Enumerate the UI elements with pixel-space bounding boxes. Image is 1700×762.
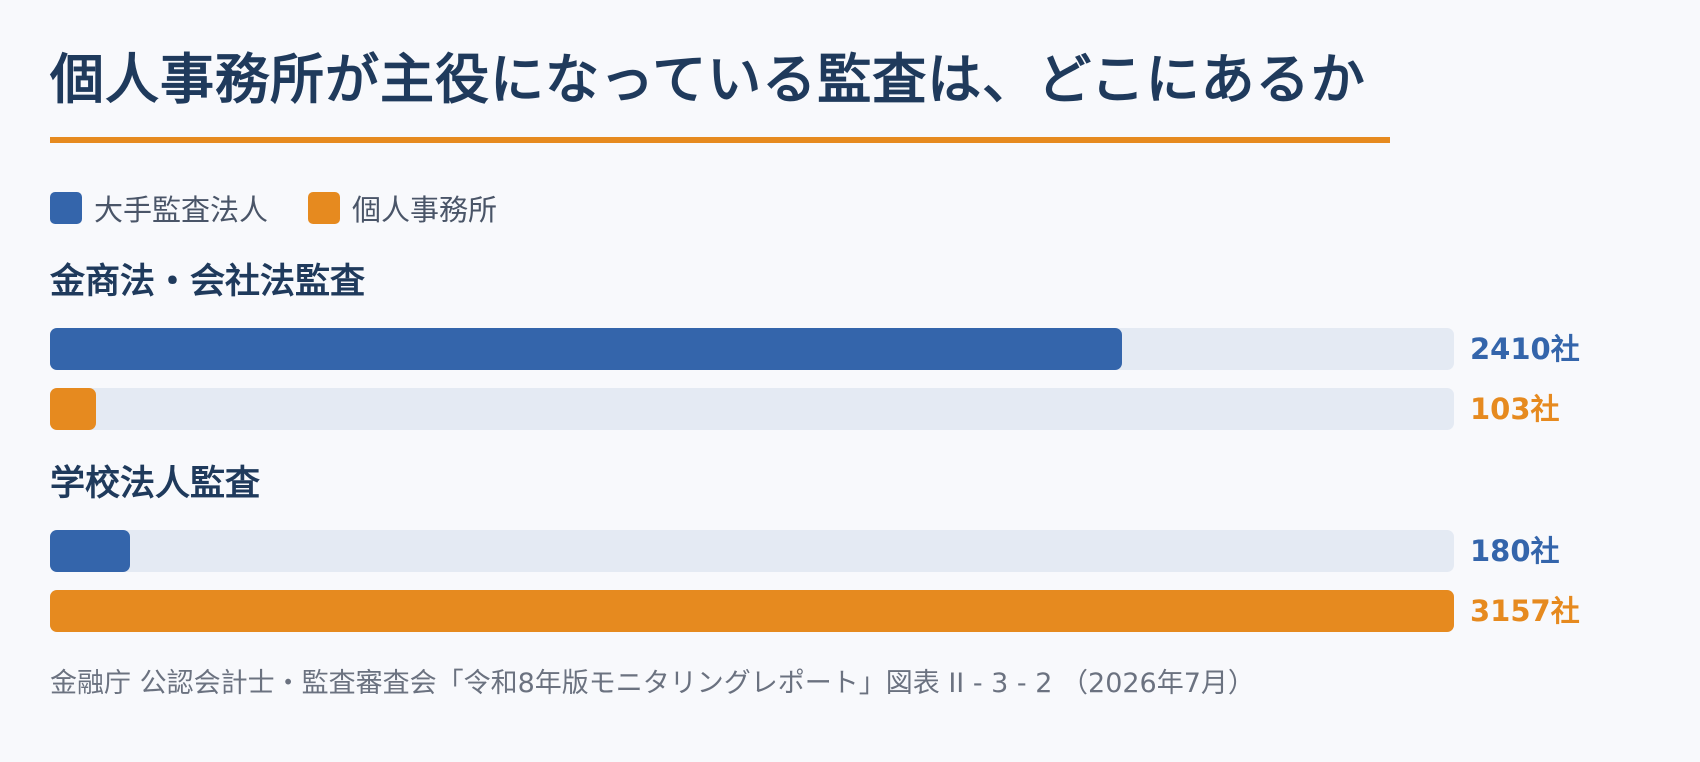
legend-label-individual-office: 個人事務所 bbox=[352, 193, 498, 227]
bar-track-kinsho-kaisha-large-firm bbox=[50, 328, 1454, 370]
value-label-kinsho-kaisha-large-firm: 2410社 bbox=[1470, 332, 1580, 366]
bar-gakko-hojin-individual-office bbox=[50, 590, 1454, 632]
chart-container: 個人事務所が主役になっている監査は、どこにあるか 大手監査法人 個人事務所 金商… bbox=[50, 0, 1670, 762]
legend-item-large-firm: 大手監査法人 bbox=[50, 187, 268, 229]
bar-track-kinsho-kaisha-individual-office bbox=[50, 388, 1454, 430]
value-label-kinsho-kaisha-individual-office: 103社 bbox=[1470, 392, 1560, 426]
bar-gakko-hojin-large-firm bbox=[50, 530, 130, 572]
page-title: 個人事務所が主役になっている監査は、どこにあるか bbox=[50, 48, 1366, 111]
bar-track-gakko-hojin-large-firm bbox=[50, 530, 1454, 572]
group-label-gakko-hojin: 学校法人監査 bbox=[50, 464, 261, 504]
legend-swatch-individual-office bbox=[308, 192, 341, 224]
legend-label-large-firm: 大手監査法人 bbox=[94, 193, 269, 227]
bar-track-gakko-hojin-individual-office bbox=[50, 590, 1454, 632]
legend-item-individual-office: 個人事務所 bbox=[308, 187, 497, 229]
value-label-gakko-hojin-large-firm: 180社 bbox=[1470, 534, 1560, 568]
group-label-kinsho-kaisha: 金商法・会社法監査 bbox=[50, 262, 366, 302]
title-underline bbox=[50, 137, 1390, 143]
legend-swatch-large-firm bbox=[50, 192, 82, 224]
bar-kinsho-kaisha-individual-office bbox=[50, 388, 96, 430]
value-label-gakko-hojin-individual-office: 3157社 bbox=[1470, 594, 1580, 628]
bar-kinsho-kaisha-large-firm bbox=[50, 328, 1122, 370]
source-note: 金融庁 公認会計士・監査審査会「令和8年版モニタリングレポート」図表 II - … bbox=[50, 668, 1255, 699]
legend: 大手監査法人 個人事務所 bbox=[50, 188, 537, 228]
